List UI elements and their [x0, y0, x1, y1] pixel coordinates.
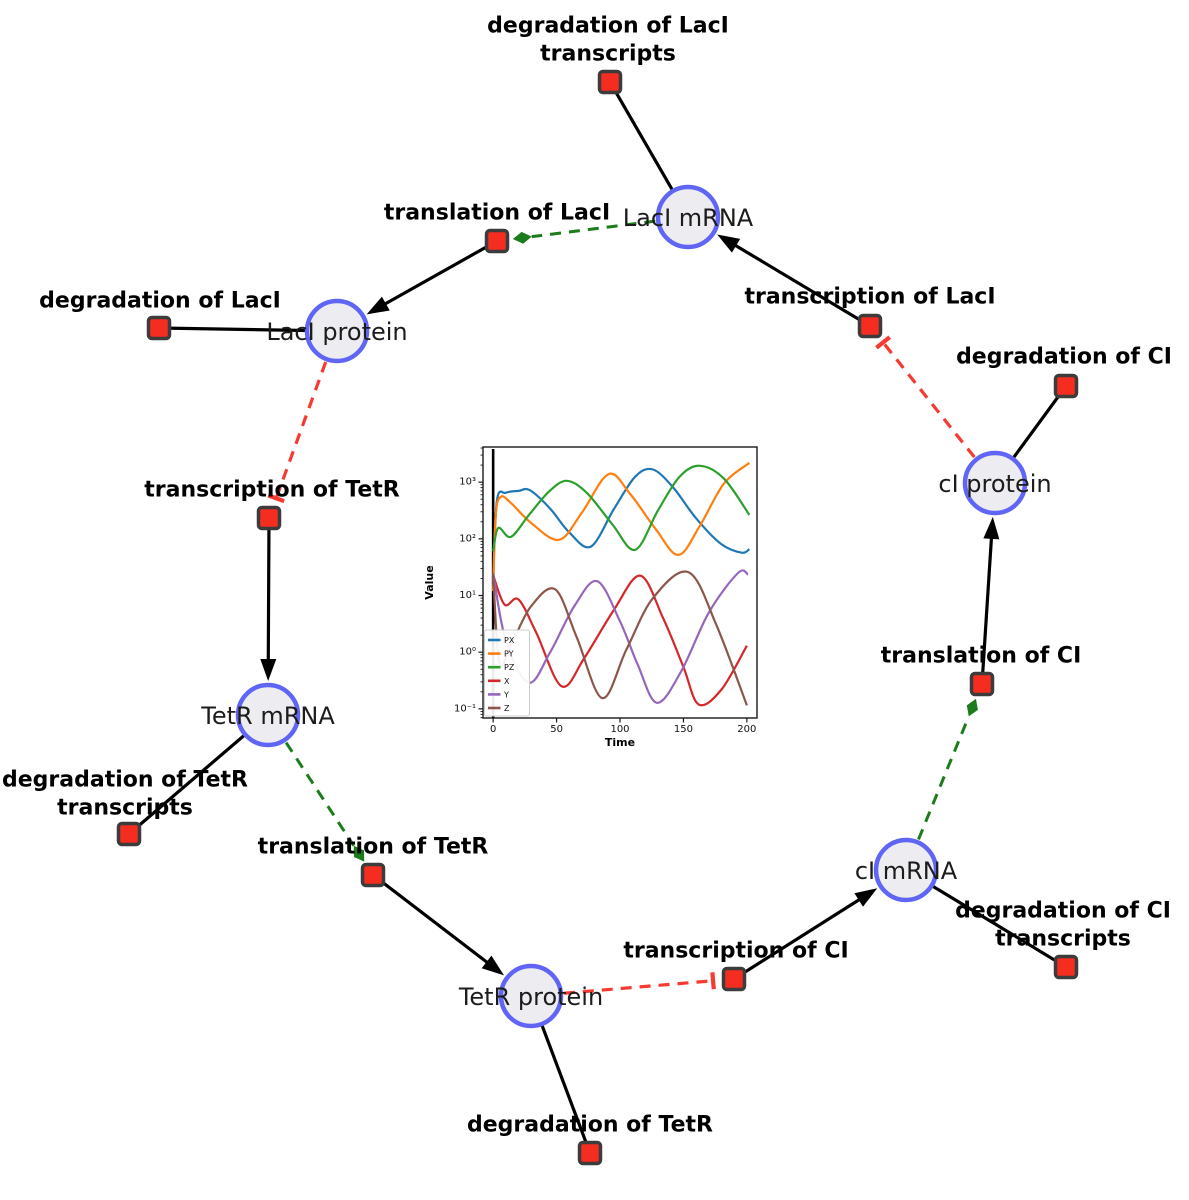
legend-label-PX: PX: [504, 636, 515, 645]
reaction-node-translation_lacI: [484, 228, 510, 254]
reaction-node-deg_tetR_tr: [116, 821, 142, 847]
edge-translation_tetR-tetR_protein-arrowhead-icon: [481, 955, 505, 976]
reaction-label-transcription_lacI: transcription of LacI: [744, 285, 995, 310]
reaction-node-deg_lacI: [146, 315, 172, 341]
species-node-lacI_mRNA: [655, 184, 721, 250]
edge-transcription_lacI-lacI_mRNA-arrowhead-icon: [717, 234, 741, 253]
reaction-label-deg_lacI_tr-line1: degradation of LacI: [487, 14, 729, 39]
reaction-label-deg_tetR_tr-line1: degradation of TetR: [2, 768, 248, 793]
chart-series-X: [492, 574, 748, 707]
reaction-node-transcription_tetR: [256, 505, 282, 531]
reaction-label-translation_lacI: translation of LacI: [384, 201, 610, 226]
edge-transcription_cI-cI_mRNA-arrowhead-icon: [854, 888, 878, 907]
x-tick-label: 0: [490, 724, 496, 735]
y-tick-label: 10¹: [459, 590, 476, 601]
edge-cI_protein-transcription_lacI: [883, 342, 976, 459]
reaction-node-deg_cI: [1053, 373, 1079, 399]
edge-transcription_tetR-tetR_mRNA: [266, 517, 271, 663]
x-tick-label: 100: [610, 724, 629, 735]
reaction-label-deg_cI_tr-line1: degradation of CI: [955, 899, 1171, 924]
legend-label-Y: Y: [503, 690, 509, 699]
x-tick-label: 200: [737, 724, 756, 735]
edge-transcription_cI-cI_mRNA: [733, 897, 863, 981]
legend-label-X: X: [504, 677, 510, 686]
reaction-node-transcription_cI: [721, 966, 747, 992]
y-tick-label: 10²: [459, 533, 476, 544]
reaction-label-transcription_cI: transcription of CI: [623, 939, 848, 964]
reaction-node-deg_lacI_tr: [597, 69, 623, 95]
y-axis-label: Value: [423, 565, 436, 599]
species-node-lacI_protein: [304, 298, 370, 364]
edge-lacI_mRNA-translation_lacI: [531, 219, 656, 239]
reaction-node-translation_tetR: [360, 862, 386, 888]
edge-translation_cI-cI_protein: [980, 535, 994, 685]
y-tick-label: 10⁻¹: [454, 703, 476, 714]
reaction-label-deg_lacI: degradation of LacI: [39, 289, 281, 314]
chart-series-PX: [492, 467, 751, 582]
inset-chart: 0 50 100 150 200 10⁻¹ 10⁰ 10¹ 10² 10³ PX PY PZ XYZ Tim…: [423, 446, 758, 749]
y-tick-label: 10³: [459, 477, 476, 488]
edge-translation_cI-cI_protein-arrowhead-icon: [983, 516, 1000, 540]
reaction-label-deg_lacI_tr-line2: transcripts: [540, 42, 676, 67]
edge-translation_tetR-tetR_protein: [372, 873, 490, 966]
x-axis-label: Time: [605, 736, 635, 749]
reaction-label-deg_cI_tr-line2: transcripts: [995, 927, 1131, 952]
reaction-node-deg_cI_tr: [1053, 954, 1079, 980]
reaction-label-translation_cI: translation of CI: [881, 644, 1082, 669]
species-node-tetR_protein: [498, 963, 564, 1029]
edge-cI_mRNA-translation_cI-diamond-icon: [966, 698, 978, 717]
reaction-label-translation_tetR: translation of TetR: [258, 835, 489, 860]
edge-cI_mRNA-translation_cI: [917, 715, 971, 841]
edge-tetR_mRNA-translation_tetR: [284, 741, 356, 847]
edge-cI_protein-transcription_lacI-tee-icon: [875, 335, 892, 350]
species-label-lacI_protein: LacI protein: [266, 318, 407, 346]
edge-lacI_mRNA-translation_lacI-diamond-icon: [512, 231, 532, 244]
species-label-tetR_mRNA: TetR mRNA: [200, 702, 335, 730]
legend-label-Z: Z: [504, 704, 510, 713]
edge-tetR_mRNA-translation_tetR-diamond-icon: [353, 845, 365, 862]
reaction-label-transcription_tetR: transcription of TetR: [144, 478, 400, 503]
chart-series-PZ: [492, 464, 751, 552]
reaction-label-deg_tetR_tr-line2: transcripts: [57, 796, 193, 821]
chart-series-PY: [492, 462, 751, 592]
reaction-label-deg_tetR: degradation of TetR: [467, 1113, 713, 1138]
species-node-tetR_mRNA: [235, 682, 301, 748]
legend-label-PZ: PZ: [504, 663, 515, 672]
x-tick-label: 50: [550, 724, 563, 735]
species-label-lacI_mRNA: LacI mRNA: [623, 204, 754, 232]
species-node-cI_mRNA: [873, 837, 939, 903]
species-node-cI_protein: [962, 450, 1028, 516]
nodes-layer: [116, 69, 1079, 1166]
edge-translation_lacI-lacI_protein: [382, 239, 498, 307]
species-label-tetR_protein: TetR protein: [458, 983, 603, 1011]
edge-tetR_protein-transcription_cI-tee-icon: [710, 972, 716, 990]
x-tick-label: 150: [674, 724, 693, 735]
edge-transcription_lacI-lacI_mRNA: [732, 242, 871, 328]
chart-legend: PX PY PZ XYZ: [484, 629, 530, 717]
edge-transcription_tetR-tetR_mRNA-arrowhead-icon: [260, 658, 277, 682]
edge-lacI_protein-transcription_tetR-tee-icon: [267, 493, 285, 504]
labels-layer: LacI mRNA LacI protein cI protein TetR mRNA…: [2, 14, 1172, 1138]
species-label-cI_protein: cI protein: [938, 470, 1051, 498]
reaction-node-deg_tetR: [577, 1140, 603, 1166]
reaction-label-deg_cI: degradation of CI: [956, 345, 1172, 370]
edge-translation_lacI-lacI_protein-arrowhead-icon: [366, 296, 390, 315]
species-label-cI_mRNA: cI mRNA: [855, 857, 958, 885]
reaction-node-translation_cI: [969, 671, 995, 697]
y-tick-label: 10⁰: [459, 647, 476, 658]
edge-tetR_protein-transcription_cI: [563, 979, 712, 995]
legend-label-PY: PY: [504, 650, 514, 659]
reaction-node-transcription_lacI: [857, 313, 883, 339]
edge-lacI_protein-transcription_tetR: [275, 361, 328, 497]
